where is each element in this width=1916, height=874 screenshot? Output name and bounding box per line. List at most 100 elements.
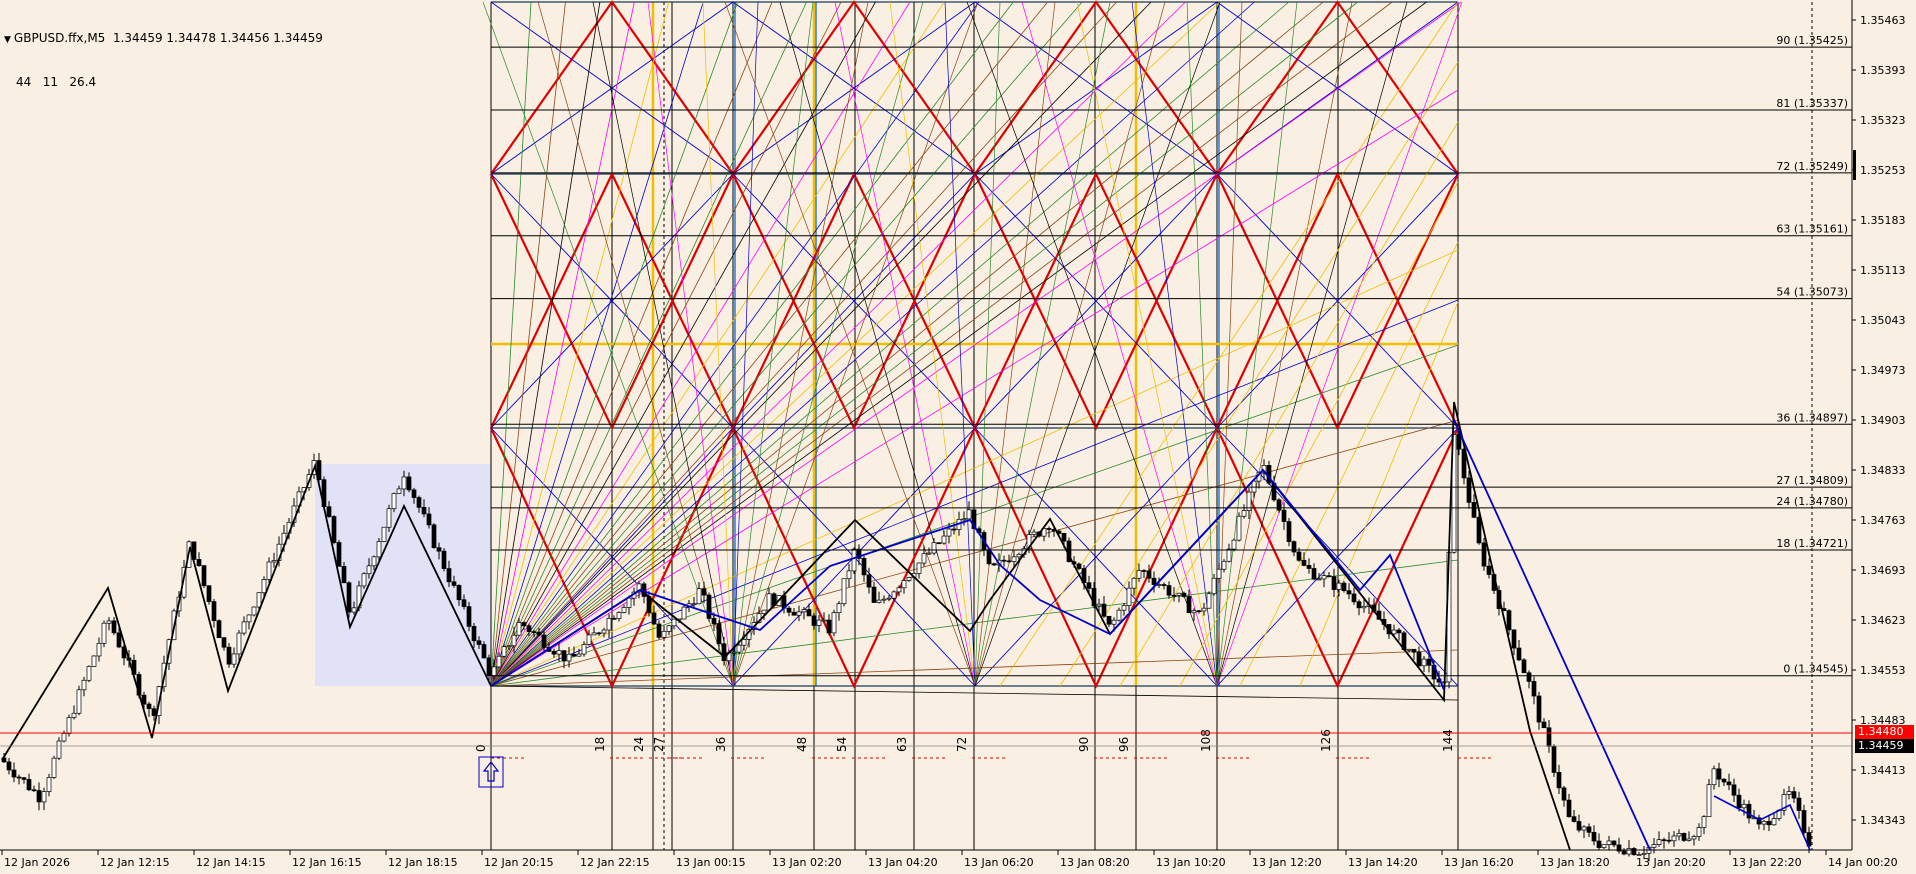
candle-body [946, 528, 952, 537]
node-fan-2-8 [1216, 1, 1408, 687]
candle-body [1591, 831, 1597, 842]
candle-body [491, 666, 497, 676]
node-fan-1-1 [779, 1, 976, 687]
candle-body [331, 516, 337, 543]
node-fan-2-0 [966, 1, 1218, 687]
candle-body [266, 561, 272, 580]
candle-body [1526, 672, 1532, 682]
node-fan-1-9 [974, 1, 1221, 687]
candle-body [656, 623, 662, 638]
node-fan-0-1 [537, 1, 734, 687]
candle-body [971, 509, 977, 530]
fan-line-16 [490, 1, 1083, 687]
collapse-triangle-icon[interactable]: ▼ [4, 35, 11, 45]
fan-side-7 [490, 685, 1459, 701]
candle-body [1326, 575, 1332, 578]
price-tick-label-12: 1.34623 [1860, 614, 1906, 627]
node-fan-2-3 [1131, 1, 1218, 687]
candle-body [101, 622, 107, 644]
candle-body [1146, 570, 1152, 579]
candle-body [1296, 551, 1302, 561]
candle-body [391, 493, 397, 510]
node-fan-1-3 [889, 1, 976, 687]
candle-body [51, 757, 57, 778]
candle-body [681, 606, 687, 620]
candle-body [1596, 840, 1602, 848]
candle-body [211, 601, 217, 622]
candle-body [501, 646, 507, 657]
candle-body [1206, 593, 1212, 609]
candle-body [1791, 791, 1797, 799]
candle-body [1651, 844, 1657, 848]
node-fan-2-1 [1021, 1, 1218, 687]
candle-body [1531, 681, 1537, 697]
candle-body [1486, 565, 1492, 575]
candle-body [1641, 852, 1647, 855]
candle-body [1676, 833, 1682, 837]
candle-body [1011, 556, 1017, 562]
gold-diag-2 [1119, 121, 1459, 687]
candle-body [1336, 582, 1342, 590]
price-tick-label-7: 1.34973 [1860, 364, 1906, 377]
candle-body [581, 644, 587, 655]
candle-body [1706, 784, 1712, 818]
candle-body [856, 548, 862, 559]
red-diamond-2 [974, 0, 1219, 431]
candle-body [1156, 584, 1162, 586]
candle-body [1276, 499, 1282, 511]
candle-body [196, 559, 202, 566]
candle-body [471, 626, 477, 642]
candle-body [851, 548, 857, 572]
candle-body [46, 777, 52, 792]
bid-price-badge: 1.34480 [1855, 725, 1914, 739]
candle-body [831, 612, 837, 634]
candle-body [181, 566, 187, 598]
candle-body [106, 620, 112, 624]
gold-diag-4 [1239, 241, 1459, 687]
candle-body [571, 653, 577, 657]
candle-body [76, 689, 82, 714]
candle-body [226, 646, 232, 665]
candle-body [846, 570, 852, 580]
candle-body [1341, 582, 1347, 592]
candle-body [1556, 772, 1562, 789]
candle-body [1061, 533, 1067, 542]
candle-body [1216, 568, 1222, 579]
candle-body [146, 703, 152, 710]
time-count-label-0: 0 [474, 744, 488, 752]
candle-body [1006, 560, 1012, 563]
gann-level-label-1: 81 (1.35337) [1776, 97, 1848, 110]
candle-body [711, 618, 717, 624]
candle-body [1726, 781, 1732, 786]
zigzag-black [1, 401, 1571, 851]
candle-body [561, 650, 567, 662]
candle-body [1246, 491, 1252, 511]
candle-body [531, 631, 537, 634]
candle-body [761, 609, 767, 615]
candle-body [111, 620, 117, 634]
candle-body [6, 761, 12, 771]
candle-body [1621, 850, 1627, 855]
candle-body [336, 542, 342, 567]
fan-line-10 [490, 1, 876, 687]
time-count-label-9: 90 [1077, 737, 1091, 752]
blue-diag-b1 [732, 1, 976, 175]
candle-body [36, 790, 42, 803]
candle-body [11, 769, 17, 778]
candle-body [1331, 576, 1337, 590]
candle-body [1566, 799, 1572, 818]
candle-body [1716, 768, 1722, 780]
symbol-label: GBPUSD.ffx,M5 [13, 31, 106, 45]
node-fan-1-6 [974, 1, 1056, 687]
fan-line-3 [490, 1, 635, 687]
time-tick-label-12: 13 Jan 10:20 [1156, 856, 1226, 869]
candle-body [1426, 658, 1432, 666]
candle-body [341, 566, 347, 584]
time-count-label-1: 18 [593, 737, 607, 752]
candle-body [466, 606, 472, 627]
candle-body [221, 637, 227, 648]
candle-body [1656, 839, 1662, 845]
candle-body [1616, 844, 1622, 852]
candle-body [1731, 784, 1737, 796]
